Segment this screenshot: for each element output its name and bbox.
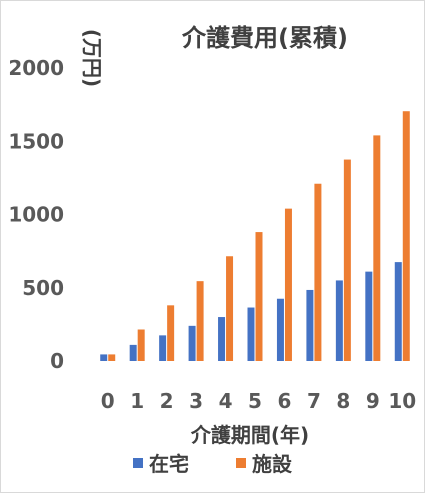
x-tick-label: 2	[160, 389, 174, 413]
x-tick-label: 3	[189, 389, 203, 413]
x-axis-label: 介護期間(年)	[190, 423, 309, 447]
bar-home	[100, 354, 107, 361]
y-tick-label: 0	[50, 349, 64, 373]
bar-facility	[108, 354, 115, 361]
bar-facility	[138, 330, 145, 361]
bar-home	[277, 299, 284, 361]
x-tick-label: 8	[336, 389, 350, 413]
bar-home	[159, 335, 166, 361]
x-tick-label: 1	[130, 389, 144, 413]
y-axis-label: (万円)	[80, 29, 104, 87]
bar-home	[336, 280, 343, 361]
legend-label: 施設	[252, 452, 293, 476]
x-tick-label: 10	[388, 389, 416, 413]
x-tick-label: 6	[277, 389, 291, 413]
x-tick-label: 7	[307, 389, 321, 413]
bar-home	[395, 262, 402, 361]
bar-home	[130, 345, 137, 361]
bar-facility	[285, 209, 292, 361]
x-axis-ticks: 0 1 2 3 4 5 6 7 8 9 10	[101, 389, 416, 413]
bar-facility	[314, 184, 321, 361]
bar-home	[189, 326, 196, 361]
bar-facility	[373, 135, 380, 361]
y-axis-ticks: 0 500 1000 1500 2000	[8, 56, 64, 373]
x-tick-label: 5	[248, 389, 262, 413]
bar-home	[306, 290, 313, 361]
bar-home	[365, 272, 372, 361]
bar-facility	[167, 305, 174, 361]
legend-label: 在宅	[149, 452, 189, 476]
chart-title: 介護費用(累積)	[181, 24, 348, 52]
legend-swatch	[133, 458, 143, 468]
bar-facility	[226, 256, 233, 361]
y-tick-label: 1000	[8, 203, 64, 227]
bar-home	[218, 317, 225, 361]
x-tick-label: 4	[219, 389, 233, 413]
bar-home	[248, 308, 255, 361]
y-tick-label: 500	[22, 276, 64, 300]
legend-swatch	[236, 458, 246, 468]
bar-facility	[256, 232, 263, 361]
legend: 在宅 施設	[133, 452, 293, 476]
bar-facility	[197, 281, 204, 361]
x-tick-label: 9	[366, 389, 380, 413]
y-tick-label: 2000	[8, 56, 64, 80]
bars	[100, 111, 410, 361]
y-tick-label: 1500	[8, 129, 64, 153]
bar-facility	[403, 111, 410, 361]
x-tick-label: 0	[101, 389, 115, 413]
bar-facility	[344, 160, 351, 361]
